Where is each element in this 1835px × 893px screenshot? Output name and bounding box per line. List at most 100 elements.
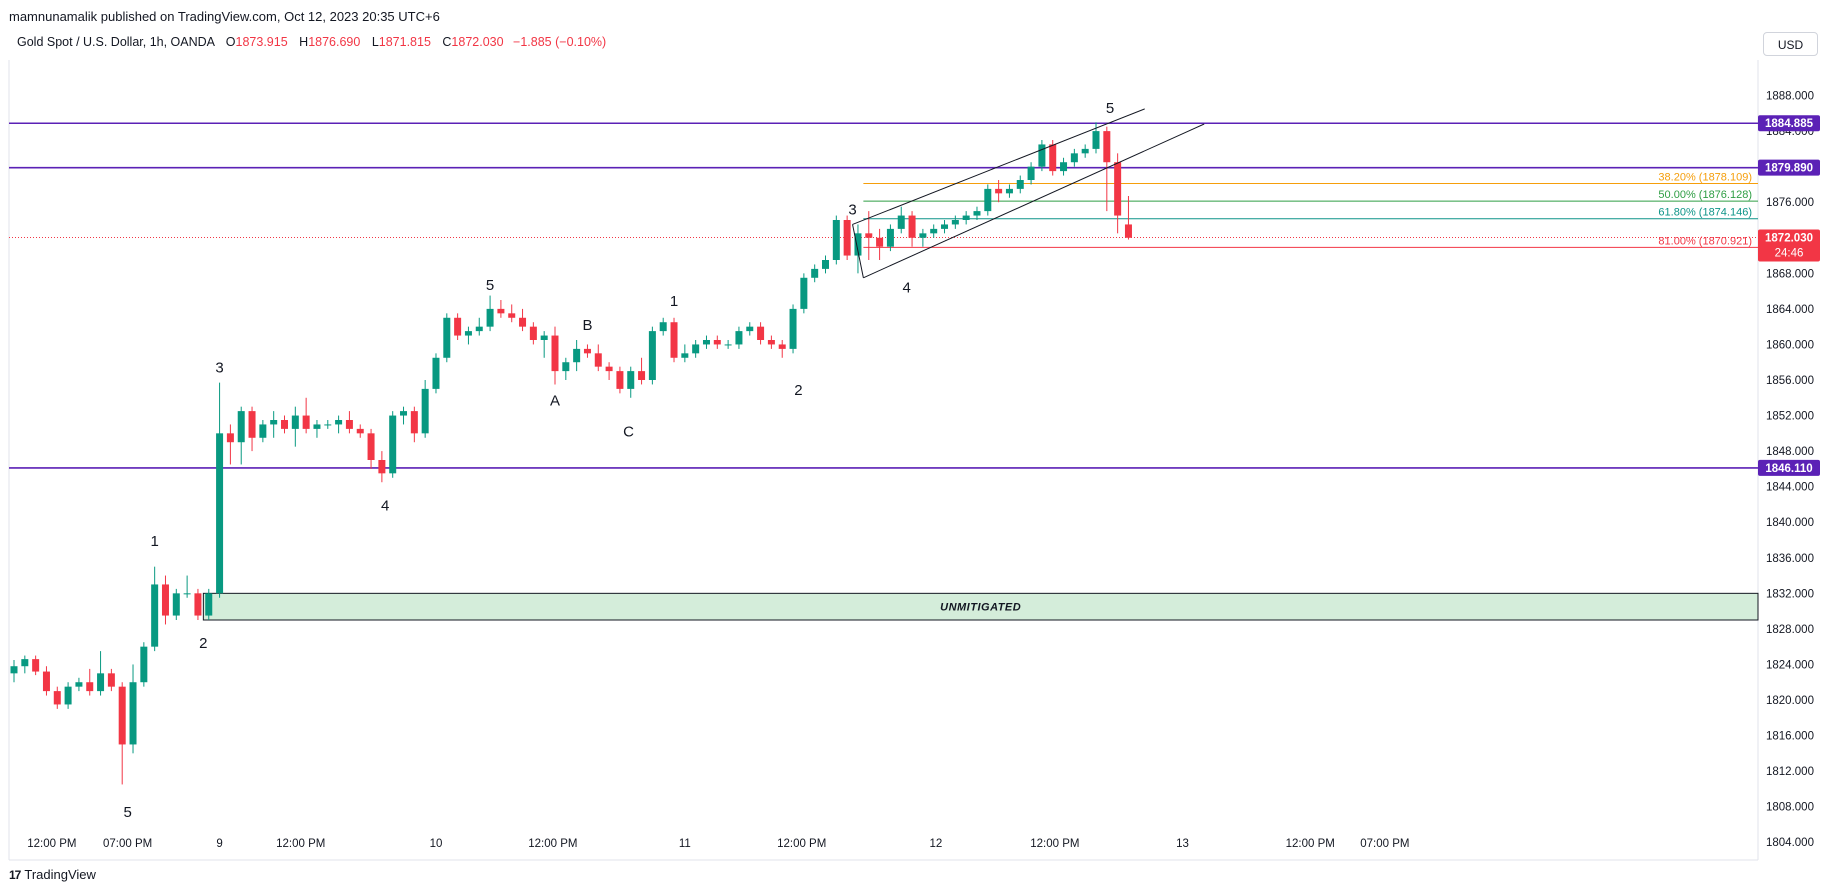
- candle-body: [151, 584, 159, 647]
- level-price-tag: 1846.110: [1765, 463, 1812, 475]
- candle-body: [400, 411, 408, 416]
- candle-body: [324, 424, 332, 426]
- y-tick-label: 1864.000: [1766, 304, 1814, 316]
- candle-body: [367, 433, 375, 460]
- candle-body: [540, 335, 548, 340]
- candle-body: [32, 659, 40, 672]
- zone-label: UNMITIGATED: [940, 602, 1021, 614]
- footer-brand[interactable]: 17 TradingView: [9, 867, 96, 882]
- candle-body: [995, 188, 1003, 194]
- candle-body: [410, 411, 418, 434]
- x-tick-label: 10: [430, 838, 443, 850]
- candle-body: [281, 420, 288, 429]
- candle-body: [497, 308, 505, 314]
- candle-body: [21, 659, 29, 667]
- candle-body: [908, 215, 916, 238]
- candle-body: [53, 691, 61, 705]
- wave-label: 2: [794, 382, 802, 399]
- level-price-tag-bg: [1758, 115, 1820, 132]
- candle-body: [562, 362, 570, 372]
- candle-body: [832, 220, 840, 260]
- fib-label: 61.80% (1874.146): [1658, 207, 1752, 219]
- y-tick-label: 1836.000: [1766, 553, 1814, 565]
- wave-label: 4: [902, 280, 910, 297]
- y-tick-label: 1812.000: [1766, 766, 1814, 778]
- wave-label: 3: [215, 360, 223, 377]
- candle-body: [1124, 224, 1132, 238]
- candle-body: [1038, 144, 1046, 167]
- close-label: C: [442, 35, 452, 49]
- candle-body: [475, 326, 483, 332]
- level-price-tag: 1884.885: [1765, 118, 1814, 130]
- wave-label: 5: [486, 277, 494, 294]
- candle-body: [800, 277, 808, 309]
- candle-body: [984, 188, 992, 212]
- candle-body: [962, 215, 970, 220]
- x-tick-label: 07:00 PM: [103, 838, 152, 850]
- candle-body: [724, 344, 732, 346]
- candle-body: [702, 340, 710, 345]
- candle-body: [454, 317, 462, 336]
- candle-body: [778, 344, 786, 349]
- candle-body: [270, 420, 278, 425]
- candle-body: [464, 331, 472, 336]
- candle-body: [1027, 166, 1035, 180]
- candle-body: [519, 317, 527, 327]
- x-tick-label: 12:00 PM: [777, 838, 826, 850]
- candle-body: [941, 224, 949, 229]
- candle-body: [172, 593, 180, 616]
- candle-body: [129, 682, 137, 745]
- candle-body: [854, 233, 862, 256]
- candle-body: [508, 313, 516, 318]
- candle-body: [616, 371, 624, 389]
- candle-body: [443, 317, 451, 358]
- x-tick-label: 12:00 PM: [528, 838, 577, 850]
- candle-body: [10, 666, 18, 674]
- candle-body: [919, 233, 927, 238]
- low-label: L: [371, 35, 379, 49]
- candle-body: [713, 340, 721, 345]
- candle-body: [638, 371, 646, 380]
- x-tick-label: 07:00 PM: [1360, 838, 1409, 850]
- candle-body: [843, 220, 851, 256]
- wedge-edge: [852, 224, 864, 278]
- candle-body: [594, 353, 602, 367]
- candle-body: [886, 228, 894, 247]
- wave-label: 5: [1106, 100, 1114, 117]
- candle-body: [345, 420, 353, 429]
- x-tick-label: 13: [1176, 838, 1189, 850]
- wave-label: 1: [670, 293, 678, 310]
- candle-body: [226, 433, 234, 443]
- candle-body: [378, 460, 386, 474]
- level-price-tag-bg: [1758, 459, 1820, 476]
- x-axis-labels: 12:00 PM 07:00 PM 9 12:00 PM 10 12:00 PM 11 12:…: [27, 838, 1409, 850]
- tradingview-logo-icon: 17: [9, 867, 21, 882]
- candle-body: [811, 268, 819, 278]
- candle-body: [746, 326, 754, 332]
- candle-body: [1081, 148, 1089, 154]
- candle-body: [183, 593, 191, 595]
- open-value: 1873.915: [235, 35, 288, 49]
- fib-layer: 38.20% (1878.109) 50.00% (1876.128) 61.80%…: [863, 171, 1758, 248]
- wave-label: 4: [381, 497, 389, 514]
- x-tick-label: 11: [679, 838, 691, 850]
- candle-body: [767, 340, 775, 345]
- y-tick-label: 1824.000: [1766, 659, 1814, 671]
- publisher-line: mamnunamalik published on TradingView.co…: [9, 9, 440, 24]
- candle-body: [86, 682, 94, 692]
- candle-body: [97, 673, 105, 692]
- candle-body: [64, 686, 72, 705]
- candle-body: [1060, 162, 1068, 172]
- y-tick-label: 1852.000: [1766, 411, 1814, 423]
- candle-body: [75, 682, 83, 687]
- currency-button[interactable]: USD: [1763, 32, 1818, 56]
- axis-lines: [8, 60, 1759, 861]
- price-tags: 1884.885 1879.890 1846.110 1872.030 24:46: [1758, 115, 1820, 476]
- candle-body: [648, 331, 656, 380]
- close-value: 1872.030: [451, 35, 504, 49]
- candle-body: [432, 357, 440, 389]
- brand-name: TradingView: [24, 867, 96, 882]
- candle-body: [140, 646, 148, 683]
- candle-body: [692, 344, 700, 354]
